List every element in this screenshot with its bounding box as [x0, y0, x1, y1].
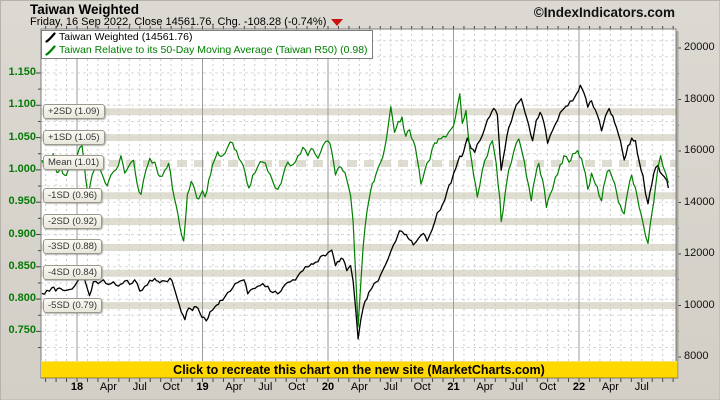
- plot-border: [40, 28, 677, 379]
- legend-label: Taiwan Relative to its 50-Day Moving Ave…: [59, 44, 368, 56]
- change-down-icon: [331, 18, 344, 26]
- legend-label: Taiwan Weighted (14561.76): [59, 31, 193, 43]
- copyright-watermark: ©IndexIndicators.com: [533, 5, 675, 20]
- legend-box: Taiwan Weighted (14561.76) Taiwan Relati…: [41, 30, 373, 59]
- legend-item-taiwan-weighted: Taiwan Weighted (14561.76): [42, 31, 372, 44]
- sd-band-stripe: [41, 302, 676, 310]
- pen-stroke-icon: [45, 32, 56, 43]
- sd-band-stripe: [41, 243, 676, 251]
- pen-stroke-icon: [45, 45, 56, 56]
- series-taiwan-weighted-line: [41, 84, 670, 340]
- sd-band-stripe: [41, 192, 676, 200]
- sd-band-stripe: [41, 218, 676, 226]
- page-subtitle: Friday, 16 Sep 2022, Close 14561.76, Chg…: [30, 16, 344, 28]
- recreate-chart-banner-link[interactable]: Click to recreate this chart on the new …: [41, 361, 677, 378]
- legend-item-taiwan-r50: Taiwan Relative to its 50-Day Moving Ave…: [42, 44, 372, 57]
- sd-band-stripe: [41, 134, 676, 142]
- sd-band-stripe: [41, 108, 676, 116]
- page-title: Taiwan Weighted: [30, 2, 140, 17]
- sd-band-stripe: [41, 269, 676, 277]
- series-taiwan-r50-line: [41, 93, 669, 328]
